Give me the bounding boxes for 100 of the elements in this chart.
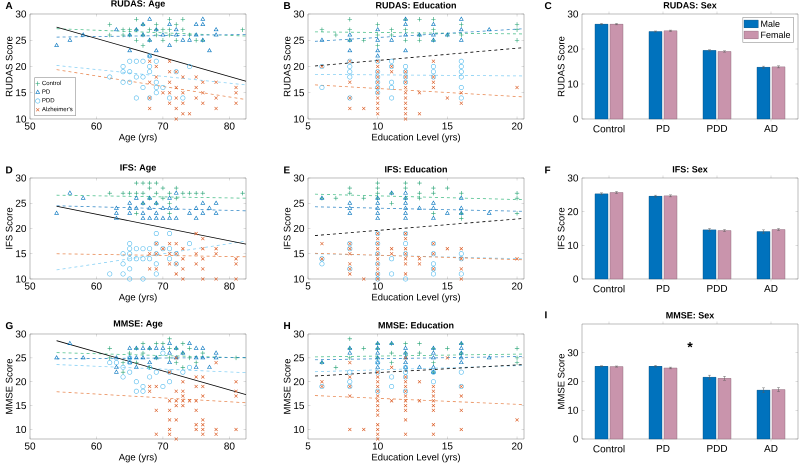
point xyxy=(80,32,86,36)
point xyxy=(432,408,436,412)
point xyxy=(181,404,185,408)
point xyxy=(194,96,198,100)
y-tick-label: 25 xyxy=(16,354,26,362)
point xyxy=(375,38,380,42)
point xyxy=(459,246,464,251)
point xyxy=(200,256,205,261)
point xyxy=(148,80,152,84)
point xyxy=(127,256,132,262)
point xyxy=(214,106,218,110)
y-axis-title: IFS Score xyxy=(558,208,564,249)
point xyxy=(403,210,408,215)
point xyxy=(200,384,205,388)
x-tick-label: 5 xyxy=(306,442,310,450)
point xyxy=(514,190,520,196)
point xyxy=(194,252,198,256)
x-tick-label: PD xyxy=(656,285,670,292)
y-tick-label: 25 xyxy=(16,200,26,207)
x-tick-label: PDD xyxy=(707,285,728,292)
point xyxy=(459,206,464,210)
point xyxy=(403,32,408,36)
y-axis-title: RUDAS Score xyxy=(6,36,12,96)
point xyxy=(181,90,185,95)
point xyxy=(154,48,158,52)
point xyxy=(375,32,380,38)
point xyxy=(417,206,422,210)
point xyxy=(403,180,408,186)
point xyxy=(200,200,206,205)
point xyxy=(207,364,212,369)
text: G xyxy=(6,322,13,330)
point xyxy=(134,364,139,369)
point xyxy=(458,271,464,276)
point xyxy=(459,355,464,360)
x-tick-label: 60 xyxy=(91,122,102,130)
point xyxy=(147,64,152,69)
bar xyxy=(648,366,662,440)
point xyxy=(376,64,380,68)
y-tick-label: 20 xyxy=(568,45,578,53)
x-tick-label: 50 xyxy=(24,122,36,130)
chart-title: MMSE: Education xyxy=(378,322,454,328)
point xyxy=(404,432,408,436)
point xyxy=(214,350,218,354)
point xyxy=(348,206,352,210)
point xyxy=(140,210,146,215)
point xyxy=(140,190,146,196)
point xyxy=(376,404,380,408)
point xyxy=(148,389,152,394)
point xyxy=(194,355,198,360)
point xyxy=(167,216,172,220)
point xyxy=(432,394,436,398)
x-axis-title: Age (yrs) xyxy=(118,133,157,142)
point xyxy=(404,246,408,251)
point xyxy=(390,70,394,74)
x-tick-label: 50 xyxy=(24,282,36,290)
point xyxy=(194,384,198,388)
point xyxy=(200,355,206,360)
point xyxy=(120,360,126,366)
point xyxy=(348,200,352,205)
point xyxy=(214,360,218,364)
point xyxy=(446,96,450,100)
point xyxy=(127,276,132,282)
point xyxy=(432,59,436,64)
x-tick-label: 60 xyxy=(91,282,102,290)
text: A xyxy=(6,2,12,10)
point xyxy=(174,389,178,394)
point xyxy=(154,80,159,85)
x-tick-label: 20 xyxy=(512,122,522,130)
x-tick-label: 70 xyxy=(158,442,168,450)
point xyxy=(348,428,352,432)
point xyxy=(194,75,198,79)
point xyxy=(404,380,408,384)
point xyxy=(127,69,132,74)
point xyxy=(389,271,394,276)
y-tick-label: 25 xyxy=(294,36,304,44)
point xyxy=(120,64,126,69)
point xyxy=(214,428,218,432)
point xyxy=(120,251,126,256)
point xyxy=(459,408,464,412)
chart-title: MMSE: Age xyxy=(114,320,162,328)
x-tick-label: PD xyxy=(656,445,670,452)
point xyxy=(432,389,436,394)
point xyxy=(154,180,159,186)
x-tick-label: 5 xyxy=(306,122,310,130)
point xyxy=(416,190,422,196)
point xyxy=(181,75,185,79)
point xyxy=(403,186,408,191)
point xyxy=(140,180,146,186)
point xyxy=(403,64,408,69)
point xyxy=(376,413,380,417)
point xyxy=(376,428,380,432)
bar xyxy=(756,390,770,440)
point xyxy=(167,350,172,354)
point xyxy=(174,22,179,27)
y-tick-label: 15 xyxy=(294,89,304,96)
point xyxy=(348,375,352,379)
bar xyxy=(702,376,716,440)
point xyxy=(167,206,172,210)
point xyxy=(174,437,178,441)
point xyxy=(147,16,152,21)
